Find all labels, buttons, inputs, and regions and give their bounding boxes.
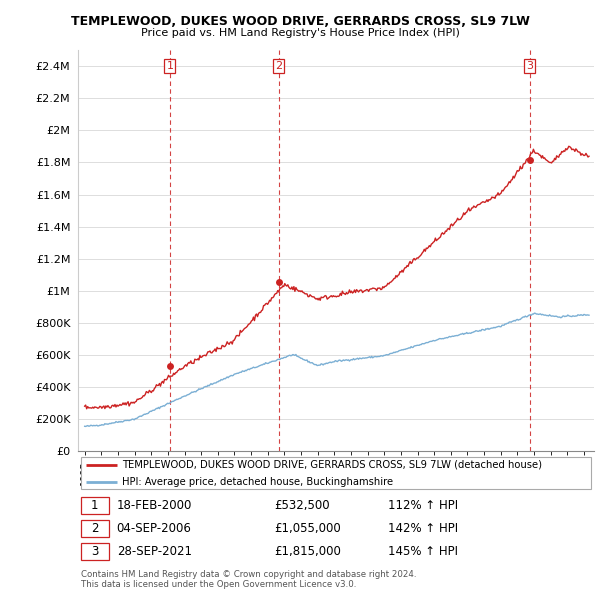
Text: This data is licensed under the Open Government Licence v3.0.: This data is licensed under the Open Gov… bbox=[80, 580, 356, 589]
Text: 04-SEP-2006: 04-SEP-2006 bbox=[116, 522, 191, 535]
FancyBboxPatch shape bbox=[80, 497, 109, 514]
Text: 28-SEP-2021: 28-SEP-2021 bbox=[116, 545, 192, 558]
Text: £532,500: £532,500 bbox=[274, 499, 330, 512]
Text: 142% ↑ HPI: 142% ↑ HPI bbox=[388, 522, 458, 535]
Text: 18-FEB-2000: 18-FEB-2000 bbox=[116, 499, 192, 512]
Text: 145% ↑ HPI: 145% ↑ HPI bbox=[388, 545, 458, 558]
FancyBboxPatch shape bbox=[80, 520, 109, 537]
FancyBboxPatch shape bbox=[80, 457, 592, 490]
Text: 112% ↑ HPI: 112% ↑ HPI bbox=[388, 499, 458, 512]
Text: 1: 1 bbox=[91, 499, 98, 512]
Text: 2: 2 bbox=[275, 61, 283, 71]
Text: 3: 3 bbox=[91, 545, 98, 558]
Text: 3: 3 bbox=[526, 61, 533, 71]
Text: TEMPLEWOOD, DUKES WOOD DRIVE, GERRARDS CROSS, SL9 7LW: TEMPLEWOOD, DUKES WOOD DRIVE, GERRARDS C… bbox=[71, 15, 529, 28]
Text: £1,055,000: £1,055,000 bbox=[274, 522, 341, 535]
Text: £1,815,000: £1,815,000 bbox=[274, 545, 341, 558]
Text: Price paid vs. HM Land Registry's House Price Index (HPI): Price paid vs. HM Land Registry's House … bbox=[140, 28, 460, 38]
Text: 1: 1 bbox=[166, 61, 173, 71]
Text: Contains HM Land Registry data © Crown copyright and database right 2024.: Contains HM Land Registry data © Crown c… bbox=[80, 570, 416, 579]
Text: TEMPLEWOOD, DUKES WOOD DRIVE, GERRARDS CROSS, SL9 7LW (detached house): TEMPLEWOOD, DUKES WOOD DRIVE, GERRARDS C… bbox=[122, 460, 542, 470]
Text: HPI: Average price, detached house, Buckinghamshire: HPI: Average price, detached house, Buck… bbox=[122, 477, 393, 487]
FancyBboxPatch shape bbox=[80, 543, 109, 560]
Text: 2: 2 bbox=[91, 522, 98, 535]
